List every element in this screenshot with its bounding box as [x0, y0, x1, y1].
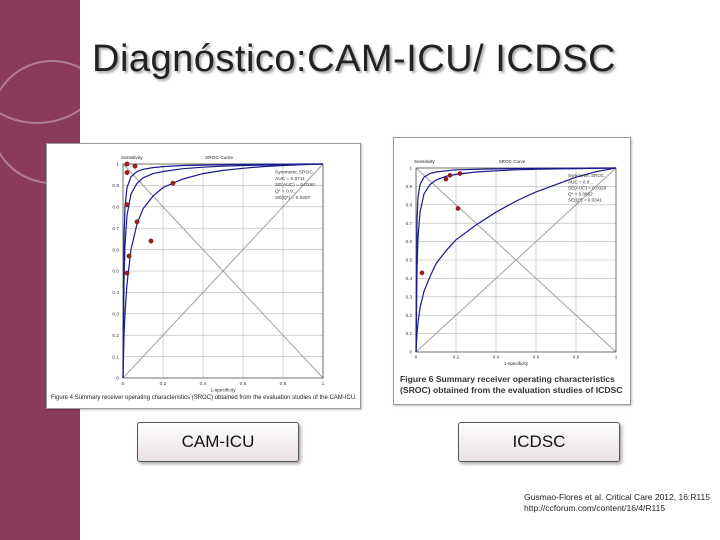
stats-legend-line: Symmetric SROC	[568, 173, 605, 178]
x-tick-label: 0.8	[573, 355, 580, 360]
x-tick-label: 0.2	[453, 355, 460, 360]
y-tick-label: 0.1	[112, 354, 119, 360]
y-tick-label: 0.5	[112, 269, 119, 275]
y-tick-label: 0.2	[112, 333, 119, 339]
stats-legend-line: SE(AUC) = 0.0329	[568, 185, 607, 190]
study-point	[124, 170, 130, 175]
y-tick-label: 0.5	[406, 258, 413, 263]
icdsc-button[interactable]: ICDSC	[458, 422, 620, 462]
chart-title: SROC Curve	[499, 159, 526, 164]
y-tick-label: 0.6	[112, 247, 119, 253]
figure-cam-icu: 0 0.1 0.2 0.3 0.4 0.5 0.6 0.7 0.8 0.9 1 0 0.2 0.4 0.6 0…	[46, 143, 361, 409]
study-point	[124, 161, 130, 167]
y-tick-label: 0.8	[406, 202, 413, 207]
y-tick-label: 0.2	[406, 313, 413, 318]
study-point	[419, 270, 425, 276]
x-tick-label: 0	[122, 381, 125, 387]
study-point	[124, 202, 130, 208]
y-tick-label: 0.9	[112, 183, 119, 189]
figure-caption: Figure 6 Summary receiver operating char…	[400, 374, 623, 395]
x-tick-label: 0	[415, 355, 418, 360]
stats-legend-line: Q* = 0.9...	[275, 189, 297, 195]
x-tick-label: 0.8	[280, 381, 287, 387]
slide-title: Diagnóstico:CAM-ICU/ ICDSC	[92, 38, 616, 80]
x-tick-label: 0.6	[533, 355, 540, 360]
figure-icdsc: 0 0.1 0.2 0.3 0.4 0.5 0.6 0.7 0.8 0.9 1 0 0.2 0.4 0.6 0…	[393, 137, 631, 405]
x-tick-label: 0.4	[200, 381, 207, 387]
y-tick-label: 1	[116, 162, 119, 168]
anti-diagonal-line	[122, 163, 324, 379]
x-tick-label: 0.2	[160, 381, 167, 387]
stats-legend-line: SE(Q*) = 0.0297	[275, 195, 311, 201]
decorative-ring	[0, 60, 80, 184]
study-point	[124, 270, 130, 276]
figure-caption: Figure 4 Summary receiver operating char…	[51, 395, 357, 401]
study-point	[132, 163, 138, 169]
y-tick-label: 0.3	[406, 294, 413, 299]
y-tick-label: 0.1	[406, 331, 413, 336]
stats-legend-line: AUC = 0.9...	[568, 179, 593, 184]
stats-legend-line: Symmetric SROC	[275, 170, 313, 176]
sroc-chart-cam-icu: 0 0.1 0.2 0.3 0.4 0.5 0.6 0.7 0.8 0.9 1 0 0.2 0.4 0.6 0…	[112, 155, 325, 394]
y-tick-label: 0.7	[112, 226, 119, 232]
plot-frame	[122, 163, 324, 379]
study-point	[447, 173, 453, 178]
y-tick-label: 0.4	[112, 290, 119, 296]
y-tick-label: 0.9	[406, 184, 413, 189]
study-point	[443, 176, 449, 182]
stats-legend-line: SE(Q*) = 0.0341	[568, 198, 602, 203]
x-tick-label: 1	[615, 355, 618, 360]
study-point	[170, 180, 176, 186]
x-tick-label: 0.6	[240, 381, 247, 387]
chart-title: SROC Curve	[205, 155, 233, 161]
y-axis-label: Sensitivity	[414, 159, 435, 164]
confidence-curve	[415, 167, 617, 353]
stats-legend-line: AUC = 0.9711	[275, 176, 305, 182]
y-tick-label: 0.7	[406, 221, 413, 226]
confidence-curve	[415, 167, 616, 353]
stats-legend-line: Q* = 0.8862	[568, 192, 593, 197]
study-point	[126, 253, 132, 259]
sroc-chart-icdsc: 0 0.1 0.2 0.3 0.4 0.5 0.6 0.7 0.8 0.9 1 0 0.2 0.4 0.6 0…	[406, 159, 618, 366]
study-point	[134, 219, 140, 225]
y-tick-label: 0.8	[112, 204, 119, 210]
study-point	[148, 238, 154, 244]
study-point	[457, 171, 463, 176]
y-tick-label: 1	[409, 166, 412, 171]
confidence-curve	[122, 163, 323, 379]
y-tick-label: 0	[116, 376, 119, 382]
y-tick-label: 0.3	[112, 311, 119, 317]
stats-legend-line: SE(AUC) = 0.0150	[275, 182, 315, 188]
x-axis-label: 1-specificity	[210, 388, 236, 394]
cam-icu-button[interactable]: CAM-ICU	[137, 422, 299, 462]
y-tick-label: 0.4	[406, 276, 413, 281]
x-axis-label: 1-specificity	[504, 361, 529, 366]
y-tick-label: 0	[409, 350, 412, 355]
citation-url: http://ccforum.com/content/16/4/R115	[524, 503, 666, 513]
citation-reference: Gusmao-Flores et al. Critical Care 2012,…	[524, 492, 710, 502]
y-tick-label: 0.6	[406, 239, 413, 244]
sroc-curve	[415, 167, 617, 353]
y-axis-label: Sensitivity	[121, 155, 143, 161]
study-point	[455, 206, 461, 211]
x-tick-label: 0.4	[493, 355, 500, 360]
anti-diagonal-line	[415, 167, 617, 353]
x-tick-label: 1	[322, 381, 325, 387]
sroc-curve	[122, 163, 324, 379]
citation: Gusmao-Flores et al. Critical Care 2012,…	[524, 492, 710, 514]
confidence-curve	[122, 163, 324, 379]
